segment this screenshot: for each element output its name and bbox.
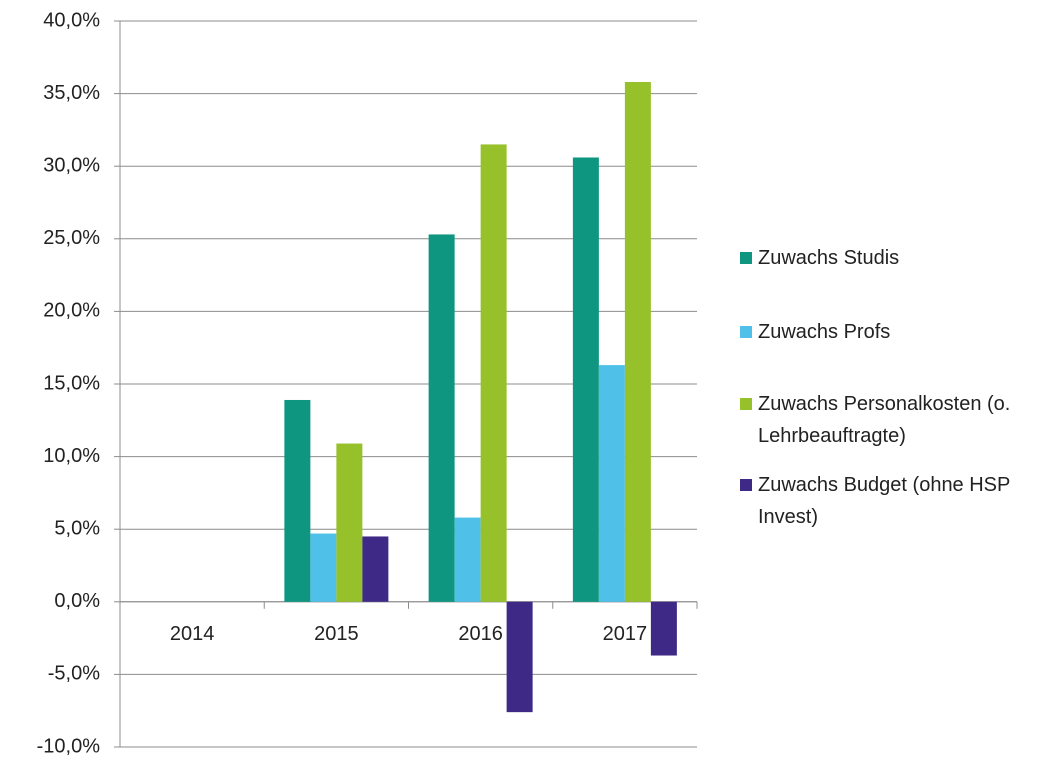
bar — [454, 517, 481, 602]
bar — [310, 533, 337, 602]
y-tick-label: 0,0% — [54, 590, 100, 612]
legend-item: Zuwachs Budget (ohne HSP Invest) — [740, 469, 1060, 533]
legend-swatch — [740, 479, 752, 491]
legend-label: Zuwachs Studis — [758, 247, 900, 269]
legend-swatch — [740, 326, 752, 338]
y-tick-label: 10,0% — [43, 445, 100, 467]
bar — [650, 601, 677, 656]
bar — [624, 81, 651, 602]
legend-swatch — [740, 398, 752, 410]
x-tick-label: 2015 — [314, 623, 359, 645]
x-tick-label: 2014 — [170, 623, 215, 645]
y-tick-label: 5,0% — [54, 517, 100, 539]
y-tick-label: 35,0% — [43, 82, 100, 104]
bar — [480, 144, 507, 602]
y-tick-label: 20,0% — [43, 300, 100, 322]
y-tick-label: 15,0% — [43, 372, 100, 394]
legend-item: Zuwachs Profs — [740, 316, 1060, 348]
legend-label: Zuwachs Budget (ohne HSP Invest) — [758, 474, 1011, 528]
x-tick-label: 2016 — [458, 623, 503, 645]
legend-label: Zuwachs Profs — [758, 321, 891, 343]
legend-label: Zuwachs Personalkosten (o. Lehrbeauftrag… — [758, 393, 1011, 447]
legend-item: Zuwachs Personalkosten (o. Lehrbeauftrag… — [740, 388, 1060, 452]
bar — [362, 536, 389, 602]
bar — [572, 157, 599, 602]
bar — [428, 234, 455, 602]
y-tick-label: -5,0% — [48, 663, 100, 685]
bar — [284, 399, 311, 602]
y-tick-label: 30,0% — [43, 154, 100, 176]
legend-swatch — [740, 252, 752, 264]
bar — [598, 365, 625, 602]
bar — [506, 601, 533, 713]
y-tick-label: 25,0% — [43, 227, 100, 249]
legend-item: Zuwachs Studis — [740, 242, 1060, 274]
y-tick-label: -10,0% — [37, 735, 101, 757]
bar — [336, 443, 363, 602]
x-tick-label: 2017 — [603, 623, 648, 645]
y-tick-label: 40,0% — [43, 9, 100, 31]
